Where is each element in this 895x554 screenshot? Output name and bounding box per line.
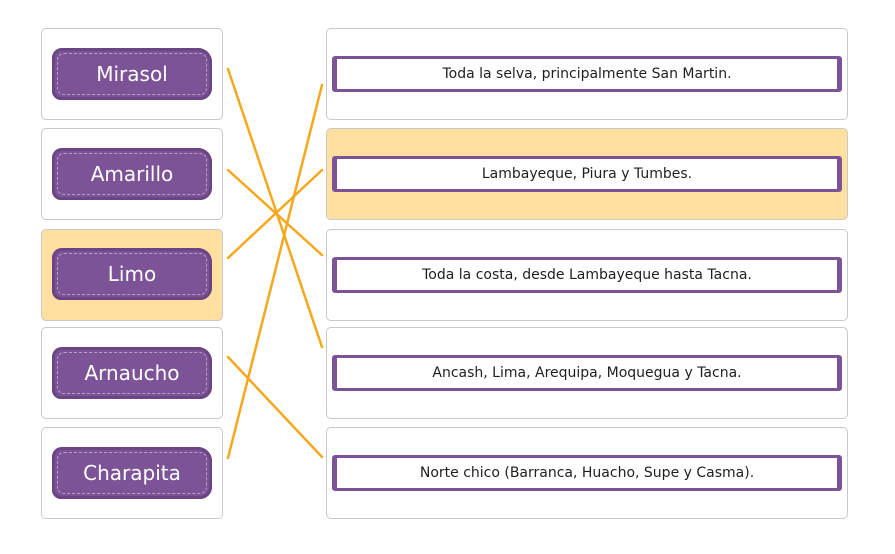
right-card-2[interactable]: Lambayeque, Piura y Tumbes. [326, 128, 848, 220]
term-pill-arnaucho[interactable]: Arnaucho [52, 347, 212, 399]
term-pill-charapita[interactable]: Charapita [52, 447, 212, 499]
left-card-mirasol[interactable]: Mirasol [41, 28, 223, 120]
right-card-1[interactable]: Toda la selva, principalmente San Martin… [326, 28, 848, 120]
connector-limo [228, 170, 322, 258]
left-card-charapita[interactable]: Charapita [41, 427, 223, 519]
left-card-amarillo[interactable]: Amarillo [41, 128, 223, 220]
answer-box-5[interactable]: Norte chico (Barranca, Huacho, Supe y Ca… [332, 455, 842, 491]
left-card-limo[interactable]: Limo [41, 229, 223, 321]
answer-box-3[interactable]: Toda la costa, desde Lambayeque hasta Ta… [332, 257, 842, 293]
answer-box-2[interactable]: Lambayeque, Piura y Tumbes. [332, 156, 842, 192]
answer-box-1[interactable]: Toda la selva, principalmente San Martin… [332, 56, 842, 92]
left-card-arnaucho[interactable]: Arnaucho [41, 327, 223, 419]
right-card-5[interactable]: Norte chico (Barranca, Huacho, Supe y Ca… [326, 427, 848, 519]
answer-box-4[interactable]: Ancash, Lima, Arequipa, Moquegua y Tacna… [332, 355, 842, 391]
term-pill-mirasol[interactable]: Mirasol [52, 48, 212, 100]
term-pill-limo[interactable]: Limo [52, 248, 212, 300]
connector-charapita [228, 85, 322, 458]
connector-arnaucho [228, 357, 322, 457]
right-card-3[interactable]: Toda la costa, desde Lambayeque hasta Ta… [326, 229, 848, 321]
connector-mirasol [228, 69, 322, 347]
term-pill-amarillo[interactable]: Amarillo [52, 148, 212, 200]
connector-amarillo [228, 170, 322, 255]
right-card-4[interactable]: Ancash, Lima, Arequipa, Moquegua y Tacna… [326, 327, 848, 419]
